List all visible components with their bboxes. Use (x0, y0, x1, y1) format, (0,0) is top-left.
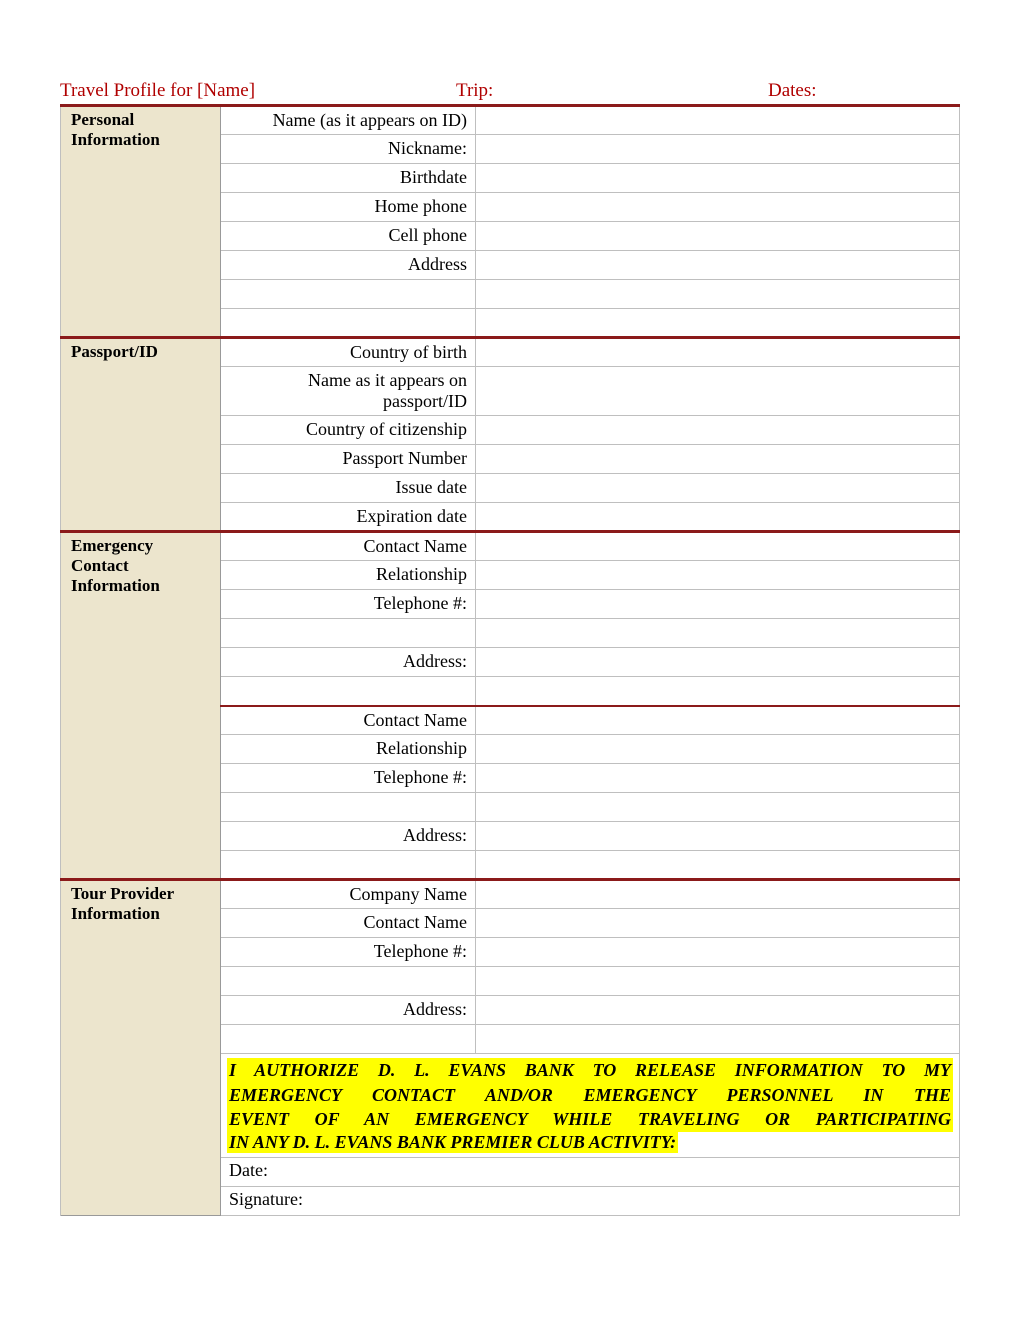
personal-row-0: Personal Information Name (as it appears… (61, 106, 960, 135)
personal-value-7[interactable] (476, 309, 960, 338)
tour-label-1: Contact Name (221, 909, 476, 938)
passport-title-text: Passport/ID (71, 342, 158, 361)
tour-label-0: Company Name (221, 880, 476, 909)
passport-label-0: Country of birth (221, 338, 476, 367)
personal-label-3: Home phone (221, 193, 476, 222)
tour-label-4: Address: (221, 996, 476, 1025)
emergency-value-4[interactable] (476, 648, 960, 677)
personal-label-1: Nickname: (221, 135, 476, 164)
passport-value-2[interactable] (476, 416, 960, 445)
header-title: Travel Profile for [Name] (60, 80, 456, 102)
travel-profile-table: Personal Information Name (as it appears… (60, 104, 960, 1216)
personal-value-3[interactable] (476, 193, 960, 222)
emergency-label-4: Address: (221, 648, 476, 677)
emergency-label-0: Contact Name (221, 532, 476, 561)
tour-value-3[interactable] (476, 967, 960, 996)
emergency-label-5 (221, 677, 476, 706)
passport-label-2: Country of citizenship (221, 416, 476, 445)
tour-label-3 (221, 967, 476, 996)
personal-value-4[interactable] (476, 222, 960, 251)
tour-value-1[interactable] (476, 909, 960, 938)
header-dates: Dates: (708, 80, 960, 102)
emergency-category: Emergency Contact Information (61, 532, 221, 880)
personal-label-0: Name (as it appears on ID) (221, 106, 476, 135)
personal-value-6[interactable] (476, 280, 960, 309)
emergency-title-text: Emergency Contact Information (71, 536, 160, 595)
passport-value-0[interactable] (476, 338, 960, 367)
passport-label-4: Issue date (221, 474, 476, 503)
personal-label-6 (221, 280, 476, 309)
tour-value-5[interactable] (476, 1025, 960, 1054)
emergency-row-0: Emergency Contact Information Contact Na… (61, 532, 960, 561)
emergency-label-1: Relationship (221, 561, 476, 590)
emergency-value-6[interactable] (476, 706, 960, 735)
personal-label-5: Address (221, 251, 476, 280)
emergency-value-7[interactable] (476, 735, 960, 764)
emergency-value-10[interactable] (476, 822, 960, 851)
tour-value-4[interactable] (476, 996, 960, 1025)
passport-value-1[interactable] (476, 367, 960, 416)
tour-row-0: Tour Provider Information Company Name (61, 880, 960, 909)
personal-value-5[interactable] (476, 251, 960, 280)
personal-category: Personal Information (61, 106, 221, 338)
tour-category: Tour Provider Information (61, 880, 221, 1216)
tour-title-text: Tour Provider Information (71, 884, 174, 923)
personal-value-2[interactable] (476, 164, 960, 193)
emergency-label-2: Telephone #: (221, 590, 476, 619)
passport-value-5[interactable] (476, 503, 960, 532)
emergency-value-0[interactable] (476, 532, 960, 561)
tour-value-0[interactable] (476, 880, 960, 909)
auth-line-4: IN ANY D. L. EVANS BANK PREMIER CLUB ACT… (227, 1131, 678, 1153)
tour-label-5 (221, 1025, 476, 1054)
header-trip: Trip: (456, 80, 708, 102)
personal-value-0[interactable] (476, 106, 960, 135)
auth-line-3: EVENT OF AN EMERGENCY WHILE TRAVELING OR… (227, 1107, 953, 1132)
passport-label-1: Name as it appears on passport/ID (221, 367, 476, 416)
emergency-value-1[interactable] (476, 561, 960, 590)
emergency-label-7: Relationship (221, 735, 476, 764)
emergency-label-6: Contact Name (221, 706, 476, 735)
emergency-value-8[interactable] (476, 764, 960, 793)
passport-category: Passport/ID (61, 338, 221, 532)
emergency-value-11[interactable] (476, 851, 960, 880)
tour-label-2: Telephone #: (221, 938, 476, 967)
signature-label[interactable]: Signature: (221, 1186, 960, 1215)
passport-value-4[interactable] (476, 474, 960, 503)
passport-label-5: Expiration date (221, 503, 476, 532)
emergency-value-9[interactable] (476, 793, 960, 822)
auth-line-2: EMERGENCY CONTACT AND/OR EMERGENCY PERSO… (227, 1083, 953, 1108)
emergency-label-9 (221, 793, 476, 822)
emergency-value-3[interactable] (476, 619, 960, 648)
date-label[interactable]: Date: (221, 1157, 960, 1186)
personal-label-4: Cell phone (221, 222, 476, 251)
passport-label-3: Passport Number (221, 445, 476, 474)
personal-label-7 (221, 309, 476, 338)
emergency-value-2[interactable] (476, 590, 960, 619)
auth-line-1: I AUTHORIZE D. L. EVANS BANK TO RELEASE … (227, 1058, 953, 1083)
passport-row-0: Passport/ID Country of birth (61, 338, 960, 367)
passport-value-3[interactable] (476, 445, 960, 474)
emergency-label-3 (221, 619, 476, 648)
emergency-label-11 (221, 851, 476, 880)
header-row: Travel Profile for [Name] Trip: Dates: (60, 80, 960, 102)
personal-title-text: Personal Information (71, 110, 160, 149)
emergency-value-5[interactable] (476, 677, 960, 706)
personal-value-1[interactable] (476, 135, 960, 164)
tour-value-2[interactable] (476, 938, 960, 967)
emergency-label-8: Telephone #: (221, 764, 476, 793)
personal-label-2: Birthdate (221, 164, 476, 193)
authorization-cell: I AUTHORIZE D. L. EVANS BANK TO RELEASE … (221, 1054, 960, 1158)
emergency-label-10: Address: (221, 822, 476, 851)
